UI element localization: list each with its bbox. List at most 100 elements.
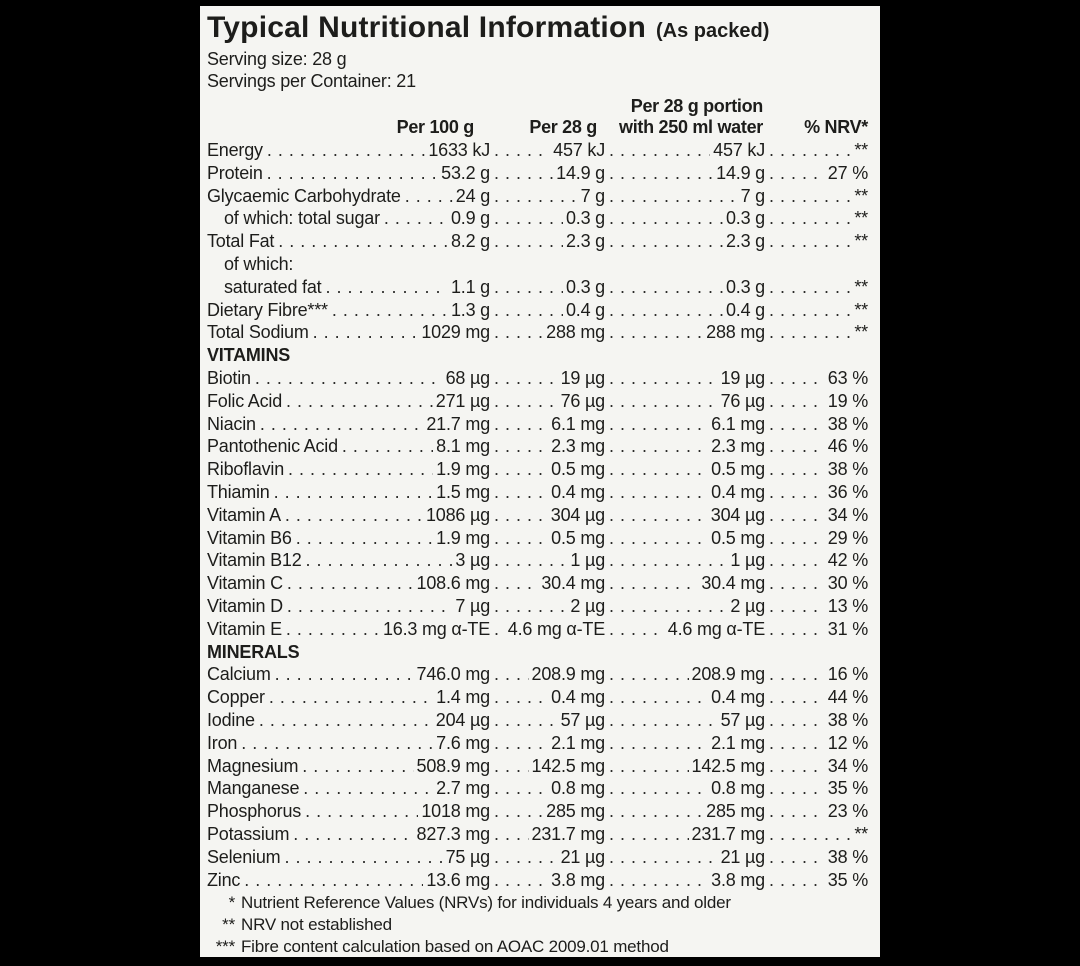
value-percent-nrv: 63 % xyxy=(827,367,868,388)
value-per-28g-with-water: 285 mg xyxy=(706,801,765,822)
value-per-100g: 827.3 mg xyxy=(416,823,491,844)
cell-c3: 0.8 mg xyxy=(605,777,765,800)
nutrition-table: Energy 1633 kJ 457 kJ 457 kJ ** Protein 53.2 g… xyxy=(207,139,868,891)
value-per-28g: 76 µg xyxy=(560,390,606,411)
cell-c3: 0.4 mg xyxy=(605,686,765,709)
cell-c2: 14.9 g xyxy=(490,162,605,185)
dot-leader xyxy=(769,207,851,230)
value-per-100g: 1.9 mg xyxy=(436,459,490,480)
dot-leader xyxy=(609,686,708,709)
cell-c1: 8.2 g xyxy=(274,230,490,253)
dot-leader xyxy=(609,504,708,527)
table-row: Pantothenic Acid 8.1 mg 2.3 mg 2.3 mg 46 % xyxy=(207,435,868,458)
column-header-per-portion-with-water: Per 28 g portion with 250 ml water xyxy=(605,96,765,138)
value-per-100g: 1029 mg xyxy=(421,322,490,343)
cell-c2: 0.4 mg xyxy=(490,686,605,709)
cell-c1: 1.9 mg xyxy=(284,458,490,481)
value-per-28g-with-water: 4.6 mg α-TE xyxy=(667,618,765,639)
dot-leader xyxy=(284,846,442,869)
dot-leader xyxy=(769,618,825,641)
value-per-28g: 1 µg xyxy=(570,550,605,571)
cell-c2: 76 µg xyxy=(490,390,606,413)
cell-c3: 304 µg xyxy=(605,504,765,527)
value-per-28g: 2.1 mg xyxy=(551,732,605,753)
dot-leader xyxy=(609,435,708,458)
row-label: Dietary Fibre*** xyxy=(207,299,328,320)
dot-leader xyxy=(494,732,548,755)
cell-c4: 35 % xyxy=(765,777,868,800)
cell-c3: 2.3 g xyxy=(605,230,765,253)
value-per-28g: 0.3 g xyxy=(565,208,605,229)
cell-c2: 0.4 g xyxy=(490,299,605,322)
dot-leader xyxy=(609,823,689,846)
value-per-28g: 457 kJ xyxy=(553,140,605,160)
cell-c3: 7 g xyxy=(605,185,766,208)
cell-c4: 46 % xyxy=(765,435,868,458)
dot-leader xyxy=(269,686,433,709)
dot-leader xyxy=(494,663,529,686)
cell-c3: 4.6 mg α-TE xyxy=(605,618,765,641)
cell-c4: ** xyxy=(765,185,868,208)
value-per-28g-with-water: 457 kJ xyxy=(713,140,765,160)
dot-leader xyxy=(494,230,563,253)
dot-leader xyxy=(769,755,825,778)
value-per-28g-with-water: 0.5 mg xyxy=(711,459,765,480)
table-row: Vitamin A 1086 µg 304 µg 304 µg 34 % xyxy=(207,504,868,527)
dot-leader xyxy=(494,869,548,892)
cell-c3: 19 µg xyxy=(605,367,766,390)
value-per-28g: 0.4 mg xyxy=(551,481,605,502)
dot-leader xyxy=(609,846,718,869)
value-per-28g: 0.5 mg xyxy=(551,527,605,548)
cell-c4: 30 % xyxy=(765,572,868,595)
row-label: Potassium xyxy=(207,823,290,844)
dot-leader xyxy=(609,549,727,572)
value-per-100g: 68 µg xyxy=(445,367,491,388)
dot-leader xyxy=(494,299,563,322)
dot-leader xyxy=(384,207,448,230)
cell-c1: 24 g xyxy=(401,185,490,208)
footnote-nrv-not-established: ** NRV not established xyxy=(207,914,868,936)
row-label: Vitamin B6 xyxy=(207,527,292,548)
value-percent-nrv: 34 % xyxy=(827,755,868,776)
dot-leader xyxy=(609,618,665,641)
dot-leader xyxy=(769,709,825,732)
table-row: Copper 1.4 mg 0.4 mg 0.4 mg 44 % xyxy=(207,686,868,709)
dot-leader xyxy=(494,686,548,709)
dot-leader xyxy=(494,276,563,299)
value-per-100g: 1.4 mg xyxy=(436,687,490,708)
row-label: Pantothenic Acid xyxy=(207,436,338,457)
value-percent-nrv: ** xyxy=(854,208,868,229)
cell-c1: 1.1 g xyxy=(321,276,490,299)
dot-leader xyxy=(325,276,447,299)
table-row: Zinc 13.6 mg 3.8 mg 3.8 mg 35 % xyxy=(207,869,868,892)
row-label: Niacin xyxy=(207,413,256,434)
cell-c2: 0.4 mg xyxy=(490,481,605,504)
dot-leader xyxy=(609,755,689,778)
dot-leader xyxy=(494,321,543,344)
dot-leader xyxy=(267,139,426,162)
dot-leader xyxy=(286,618,380,641)
dot-leader xyxy=(285,504,423,527)
cell-c1: 108.6 mg xyxy=(283,572,491,595)
cell-c1: 1029 mg xyxy=(309,321,490,344)
cell-c4: 63 % xyxy=(765,367,868,390)
value-percent-nrv: ** xyxy=(854,140,868,160)
cell-c1: 1018 mg xyxy=(301,800,490,823)
value-per-100g: 1086 µg xyxy=(425,504,490,525)
value-percent-nrv: ** xyxy=(854,276,868,297)
row-label: Calcium xyxy=(207,664,271,685)
cell-c4: ** xyxy=(765,299,868,322)
value-percent-nrv: 29 % xyxy=(827,527,868,548)
dot-leader xyxy=(609,869,708,892)
value-per-28g-with-water: 6.1 mg xyxy=(711,413,765,434)
dot-leader xyxy=(494,458,548,481)
row-label: Vitamin D xyxy=(207,595,283,616)
table-row: of which: total sugar 0.9 g 0.3 g 0.3 g ** xyxy=(207,207,868,230)
column-header-blank xyxy=(358,96,474,117)
table-column-headers: Per 100 g Per 28 g Per 28 g portion with… xyxy=(207,96,869,138)
dot-leader xyxy=(769,777,825,800)
dot-leader xyxy=(769,185,851,208)
value-per-100g: 21.7 mg xyxy=(426,413,490,434)
dot-leader xyxy=(609,390,718,413)
row-label: Manganese xyxy=(207,778,300,799)
